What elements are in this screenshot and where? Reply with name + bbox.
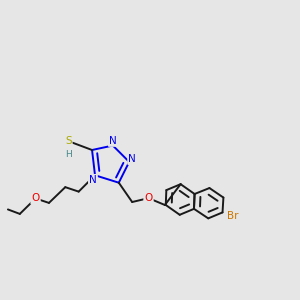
Text: H: H (65, 150, 72, 159)
Text: O: O (144, 193, 153, 203)
Text: N: N (128, 154, 136, 164)
Text: N: N (109, 136, 117, 146)
Text: Br: Br (227, 211, 239, 221)
Text: N: N (89, 175, 97, 185)
Text: S: S (65, 136, 72, 146)
Text: O: O (32, 194, 40, 203)
